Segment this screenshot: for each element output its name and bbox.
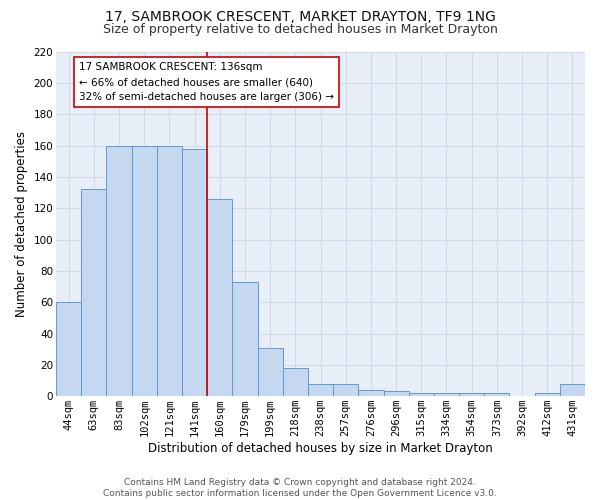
Text: Contains HM Land Registry data © Crown copyright and database right 2024.
Contai: Contains HM Land Registry data © Crown c…	[103, 478, 497, 498]
Y-axis label: Number of detached properties: Number of detached properties	[15, 131, 28, 317]
Bar	[131, 146, 157, 396]
X-axis label: Distribution of detached houses by size in Market Drayton: Distribution of detached houses by size …	[148, 442, 493, 455]
Bar	[484, 393, 509, 396]
Bar	[383, 392, 409, 396]
Bar	[535, 393, 560, 396]
Text: 17, SAMBROOK CRESCENT, MARKET DRAYTON, TF9 1NG: 17, SAMBROOK CRESCENT, MARKET DRAYTON, T…	[104, 10, 496, 24]
Text: 17 SAMBROOK CRESCENT: 136sqm
← 66% of detached houses are smaller (640)
32% of s: 17 SAMBROOK CRESCENT: 136sqm ← 66% of de…	[79, 62, 334, 102]
Bar	[106, 146, 131, 396]
Bar	[333, 384, 358, 396]
Bar	[56, 302, 81, 396]
Bar	[81, 190, 106, 396]
Bar	[232, 282, 257, 396]
Bar	[283, 368, 308, 396]
Bar	[560, 384, 585, 396]
Bar	[434, 393, 459, 396]
Bar	[409, 393, 434, 396]
Bar	[157, 146, 182, 396]
Bar	[207, 199, 232, 396]
Text: Size of property relative to detached houses in Market Drayton: Size of property relative to detached ho…	[103, 22, 497, 36]
Bar	[182, 148, 207, 396]
Bar	[308, 384, 333, 396]
Bar	[459, 393, 484, 396]
Bar	[257, 348, 283, 396]
Bar	[358, 390, 383, 396]
